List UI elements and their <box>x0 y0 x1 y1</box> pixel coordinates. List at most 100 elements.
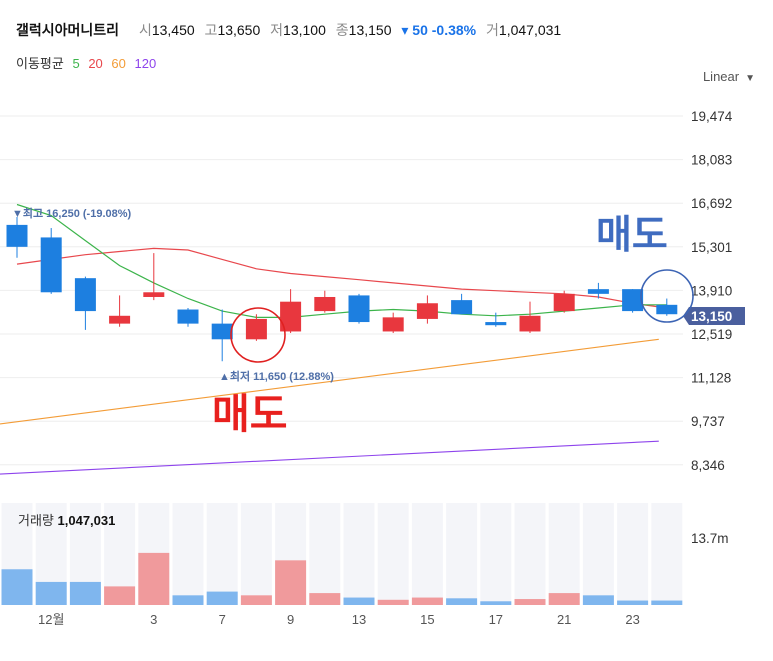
candle-body <box>40 237 62 293</box>
volume-bar <box>1 569 33 605</box>
candle <box>382 312 404 334</box>
date-tick-label: 21 <box>557 612 571 627</box>
scale-mode-dropdown[interactable]: Linear ▼ <box>703 69 755 84</box>
candle-body <box>211 323 233 340</box>
volume-slot <box>480 503 512 605</box>
price-axis: 19,474 18,083 16,692 15,301 13,910 12,519 11,1… <box>691 109 733 473</box>
low-value: 13,100 <box>283 22 326 38</box>
volume-bar <box>138 552 170 605</box>
ma20-legend[interactable]: 20 <box>88 56 103 71</box>
candle <box>40 228 62 294</box>
candle-body <box>622 289 644 312</box>
volume-bar <box>446 598 478 605</box>
price-tick-label: 13,910 <box>691 283 732 298</box>
volume-bar <box>514 599 546 605</box>
volume-slot <box>617 503 649 605</box>
candle-body <box>245 318 267 340</box>
stock-header: 갤럭시아머니트리 시13,450 고13,650 저13,100 종13,150… <box>16 20 561 40</box>
candle-body <box>143 292 165 297</box>
open-value: 13,450 <box>151 22 195 38</box>
scale-mode-label: Linear <box>702 69 740 84</box>
volume-slot <box>446 503 478 605</box>
volume-bar <box>206 591 238 605</box>
change-value: ▾ 50 -0.38% <box>401 22 477 38</box>
volume-value: 1,047,031 <box>498 22 562 38</box>
volume-bar <box>582 595 614 605</box>
candle <box>109 295 131 327</box>
sell-label-left: 매도 <box>212 390 287 438</box>
candle <box>622 289 644 313</box>
price-tick-label: 12,519 <box>691 327 732 342</box>
low-note: ▲최저 11,650 (12.88%) <box>219 369 334 383</box>
candle-body <box>587 289 609 294</box>
candle-body <box>416 303 438 319</box>
price-tick-label: 11,128 <box>691 371 731 386</box>
date-tick-label: 17 <box>489 612 503 627</box>
volume-slot <box>548 503 580 605</box>
volume-bar <box>343 597 375 605</box>
candle-body <box>382 317 404 332</box>
high-note: ▼최고 16,250 (-19.08%) <box>12 206 132 220</box>
candle <box>245 314 267 341</box>
current-price-label: 13,150 <box>691 309 732 324</box>
ma60-line <box>0 338 659 425</box>
price-tick-label: 18,083 <box>691 153 732 168</box>
candle <box>656 298 678 316</box>
volume-slot <box>651 503 683 605</box>
candle-body <box>348 295 370 323</box>
volume-bar <box>651 600 683 605</box>
date-tick-label: 7 <box>219 612 226 627</box>
candle <box>6 217 28 258</box>
date-axis: 12월 3 7 9 13 15 17 21 23 <box>38 612 640 627</box>
volume-bar <box>377 599 409 605</box>
ma-legend: 이동평균 5 20 60 120 <box>16 53 161 72</box>
date-tick-label: 3 <box>150 612 157 627</box>
candle <box>143 253 165 301</box>
date-tick-label: 13 <box>352 612 366 627</box>
close-value: 13,150 <box>348 22 392 38</box>
date-tick-label: 23 <box>625 612 639 627</box>
sell-label-right: 매도 <box>596 213 668 258</box>
volume-bar <box>617 600 649 605</box>
candle-body <box>553 293 575 312</box>
sell-marker-circle-left <box>230 307 286 363</box>
price-tick-label: 19,474 <box>691 109 733 124</box>
ma5-line <box>16 203 667 318</box>
volume-title-total: 1,047,031 <box>57 513 116 528</box>
candle <box>485 312 507 327</box>
candle-body <box>6 224 28 247</box>
candle-body <box>280 301 302 332</box>
volume-slot <box>343 503 375 605</box>
ma120-legend[interactable]: 120 <box>134 56 157 71</box>
low-label: 저 <box>270 22 284 38</box>
volume-bar <box>275 560 307 605</box>
close-label: 종 <box>335 22 349 38</box>
chevron-down-icon: ▼ <box>745 73 755 84</box>
candle <box>177 307 199 327</box>
candle <box>348 293 370 324</box>
candle-body <box>74 278 96 312</box>
candle <box>211 309 233 362</box>
candle-body <box>177 309 199 324</box>
candle-body <box>109 315 131 324</box>
candle-body <box>656 304 678 315</box>
candle <box>74 276 96 330</box>
ma60-legend[interactable]: 60 <box>111 56 126 71</box>
candle <box>416 295 438 324</box>
date-tick-label: 15 <box>420 612 434 627</box>
volume-slot <box>582 503 614 605</box>
volume-bar <box>69 581 101 605</box>
price-tick-label: 8,346 <box>691 458 725 473</box>
grid-lines <box>0 115 683 466</box>
volume-slot <box>172 503 204 605</box>
candle <box>314 290 336 313</box>
volume-bars: 13.7m <box>1 503 729 605</box>
volume-bar <box>480 601 512 605</box>
price-tick-label: 9,737 <box>691 414 725 429</box>
volume-slot <box>206 503 238 605</box>
candle-body <box>314 296 336 312</box>
volume-bar <box>548 593 580 605</box>
ma5-legend[interactable]: 5 <box>72 56 80 71</box>
moving-average-lines <box>0 203 667 475</box>
